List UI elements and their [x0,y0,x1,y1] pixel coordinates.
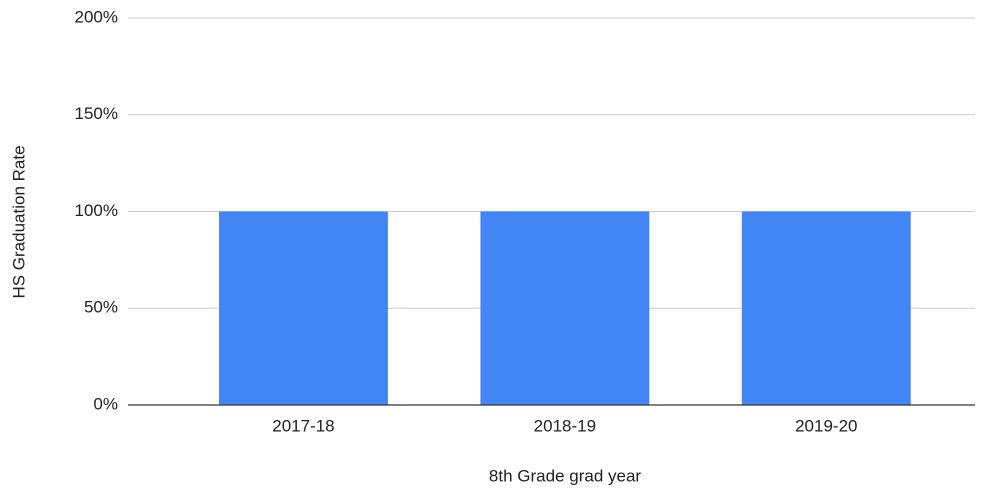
y-axis-label: HS Graduation Rate [9,145,28,298]
y-tick-label: 100% [75,201,118,220]
x-axis-label: 8th Grade grad year [489,466,641,485]
x-tick-label: 2017-18 [272,416,334,435]
bar [741,211,911,405]
y-tick-label: 0% [93,394,118,413]
x-tick-label: 2019-20 [795,416,857,435]
y-tick-label: 200% [75,7,118,26]
bar [480,211,650,405]
y-tick-label: 50% [84,298,118,317]
bar [219,211,388,405]
x-tick-label: 2018-19 [534,416,596,435]
y-tick-label: 150% [75,104,118,123]
